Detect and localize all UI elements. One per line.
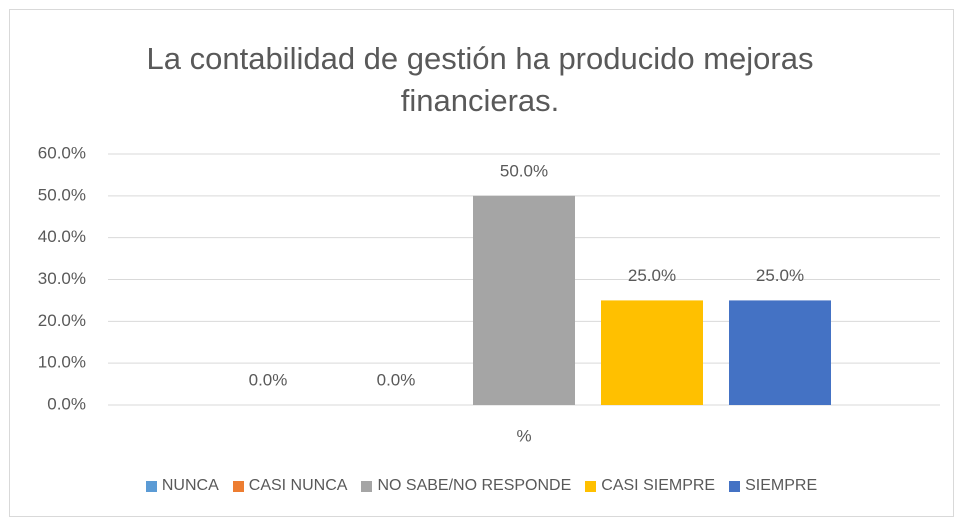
legend-item: NO SABE/NO RESPONDE [361, 477, 571, 495]
value-label: 0.0% [377, 370, 416, 389]
chart-title: La contabilidad de gestión ha producido … [146, 41, 814, 118]
legend-item: SIEMPRE [729, 477, 817, 495]
bar [473, 195, 575, 405]
legend-label: CASI SIEMPRE [601, 477, 716, 494]
y-tick-label: 60.0% [38, 143, 86, 162]
legend-label: NUNCA [161, 477, 219, 494]
legend-item: NUNCA [145, 477, 219, 495]
y-tick-label: 0.0% [47, 394, 86, 413]
legend-item: CASI NUNCA [232, 477, 348, 495]
value-label: 0.0% [249, 370, 288, 389]
bar [729, 300, 831, 405]
legend-item: CASI SIEMPRE [585, 477, 715, 495]
bar [601, 300, 703, 405]
y-tick-label: 50.0% [38, 185, 86, 204]
legend-swatch [729, 480, 741, 492]
legend-swatch [145, 480, 157, 492]
legend-swatch [232, 480, 244, 492]
legend: NUNCA CASI NUNCA NO SABE/NO RESPONDE CASI S… [0, 477, 963, 495]
value-label: 25.0% [628, 266, 676, 285]
y-tick-label: 30.0% [38, 269, 86, 288]
legend-label: NO SABE/NO RESPONDE [377, 477, 572, 494]
y-tick-label: 10.0% [38, 353, 86, 372]
legend-swatch [585, 480, 597, 492]
legend-swatch [361, 480, 373, 492]
y-tick-label: 40.0% [38, 227, 86, 246]
value-label: 25.0% [756, 266, 804, 285]
legend-label: CASI NUNCA [248, 477, 348, 494]
legend-label: SIEMPRE [745, 477, 818, 494]
value-label: 50.0% [500, 161, 548, 180]
x-tick-label: % [516, 426, 531, 445]
y-tick-label: 20.0% [38, 311, 86, 330]
